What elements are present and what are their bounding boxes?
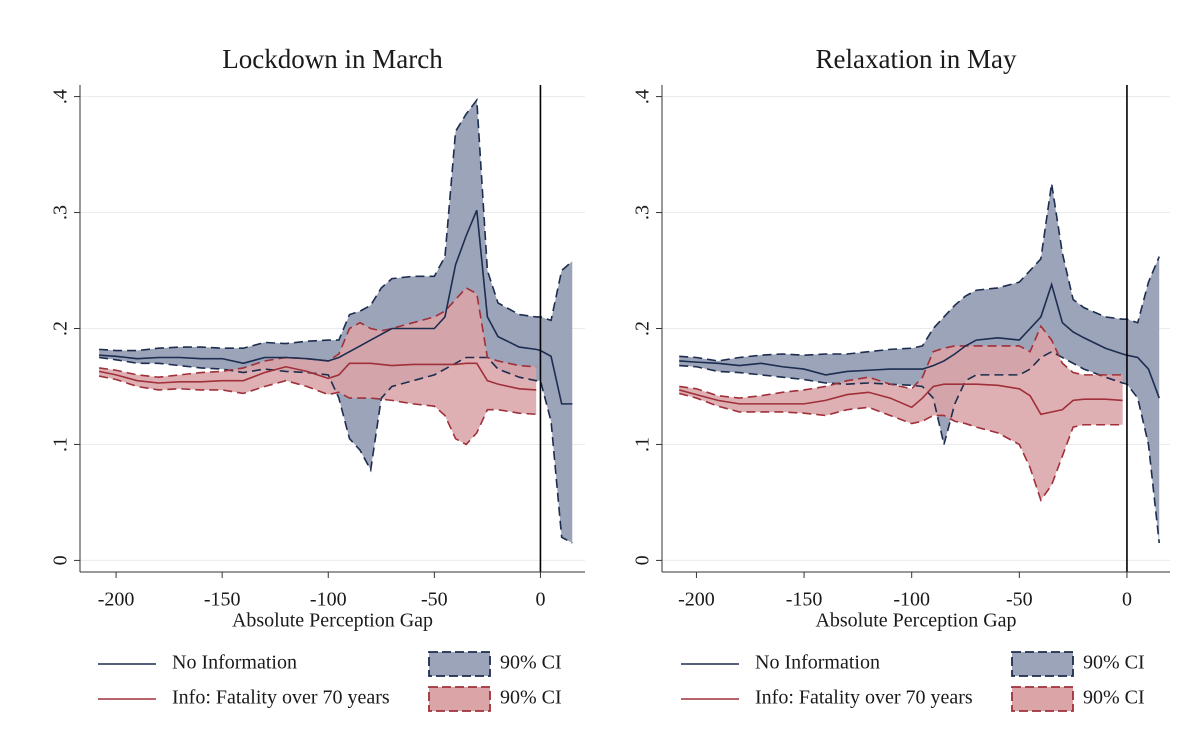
legend-label: 90% CI [1083, 652, 1145, 674]
x-axis-label: Absolute Perception Gap [815, 610, 1016, 632]
legend-label: 90% CI [500, 687, 562, 709]
x-tick-label: -200 [678, 589, 715, 611]
x-tick-label: -100 [893, 589, 930, 611]
y-tick-label: .4 [632, 89, 654, 104]
legend-patch [1011, 686, 1074, 712]
ci-edge [679, 392, 1123, 502]
series-line [679, 281, 1160, 399]
legend-label: Info: Fatality over 70 years [172, 687, 390, 709]
y-tick-label: 0 [50, 555, 72, 565]
x-tick-label: 0 [535, 589, 545, 611]
series-line [98, 362, 537, 391]
y-tick-label: .2 [632, 321, 654, 336]
ci-band [99, 287, 537, 445]
ci-band [679, 183, 1160, 544]
chart-title: Relaxation in May [816, 44, 1017, 74]
legend-label: 90% CI [500, 652, 562, 674]
x-tick-label: -100 [310, 589, 347, 611]
legend-label: No Information [755, 652, 880, 674]
x-axis-label: Absolute Perception Gap [232, 610, 433, 632]
y-tick-label: .2 [50, 321, 72, 336]
legend-patch [1011, 651, 1074, 677]
chart-title: Lockdown in March [222, 44, 443, 74]
y-tick-label: .3 [50, 205, 72, 220]
y-tick-label: .3 [632, 205, 654, 220]
y-tick-label: 0 [632, 555, 654, 565]
y-tick-label: .1 [50, 437, 72, 452]
x-tick-label: -150 [204, 589, 241, 611]
legend-patch [428, 686, 491, 712]
legend-label: No Information [172, 652, 297, 674]
ci-edge [98, 356, 573, 544]
ci-edge [679, 324, 1123, 399]
legend-label: 90% CI [1083, 687, 1145, 709]
ci-band [99, 100, 573, 544]
series-line [99, 209, 573, 405]
legend-label: Info: Fatality over 70 years [755, 687, 973, 709]
x-tick-label: 0 [1122, 589, 1132, 611]
ci-edge [98, 286, 537, 379]
x-tick-label: -200 [98, 589, 135, 611]
y-tick-label: .1 [632, 437, 654, 452]
series-line [679, 383, 1123, 416]
ci-band [679, 326, 1123, 501]
legend-patch [428, 651, 491, 677]
ci-edge [99, 97, 573, 352]
x-tick-label: -150 [786, 589, 823, 611]
x-tick-label: -50 [421, 589, 448, 611]
y-tick-label: .4 [50, 89, 72, 104]
x-tick-label: -50 [1006, 589, 1033, 611]
